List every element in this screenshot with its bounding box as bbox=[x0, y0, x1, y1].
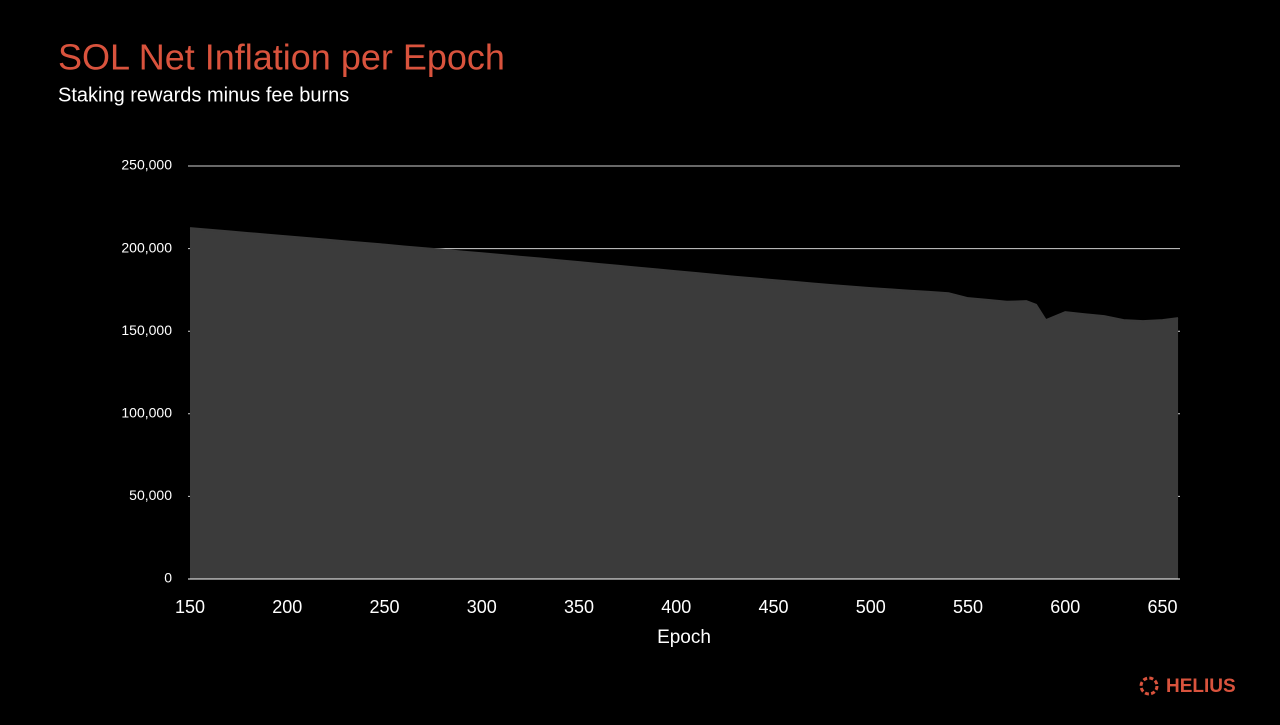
area-top bbox=[189, 227, 1179, 323]
x-tick-label: 250 bbox=[369, 597, 399, 617]
y-tick-label: 250,000 bbox=[121, 157, 172, 173]
x-axis-label: Epoch bbox=[657, 627, 711, 648]
x-tick-label: 600 bbox=[1050, 597, 1080, 617]
x-tick-label: 650 bbox=[1147, 597, 1177, 617]
y-tick-label: 100,000 bbox=[121, 405, 172, 421]
logo-icon bbox=[1139, 676, 1159, 696]
x-tick-label: 550 bbox=[953, 597, 983, 617]
logo-ring bbox=[1139, 676, 1159, 696]
x-tick-label: 350 bbox=[564, 597, 594, 617]
x-tick-label: 450 bbox=[758, 597, 788, 617]
chart-subtitle: Staking rewards minus fee burns bbox=[58, 84, 349, 106]
x-tick-label: 400 bbox=[661, 597, 691, 617]
y-tick-label: 0 bbox=[164, 570, 172, 586]
x-tick-label: 500 bbox=[856, 597, 886, 617]
chart-title: SOL Net Inflation per Epoch bbox=[58, 37, 505, 78]
x-tick-label: 300 bbox=[467, 597, 497, 617]
area-fill bbox=[190, 228, 1179, 579]
y-tick-label: 150,000 bbox=[121, 322, 172, 338]
y-tick-label: 50,000 bbox=[129, 487, 172, 503]
x-tick-label: 150 bbox=[175, 597, 205, 617]
logo-text: HELIUS bbox=[1166, 676, 1236, 697]
x-tick-label: 200 bbox=[272, 597, 302, 617]
y-tick-label: 200,000 bbox=[121, 239, 172, 255]
